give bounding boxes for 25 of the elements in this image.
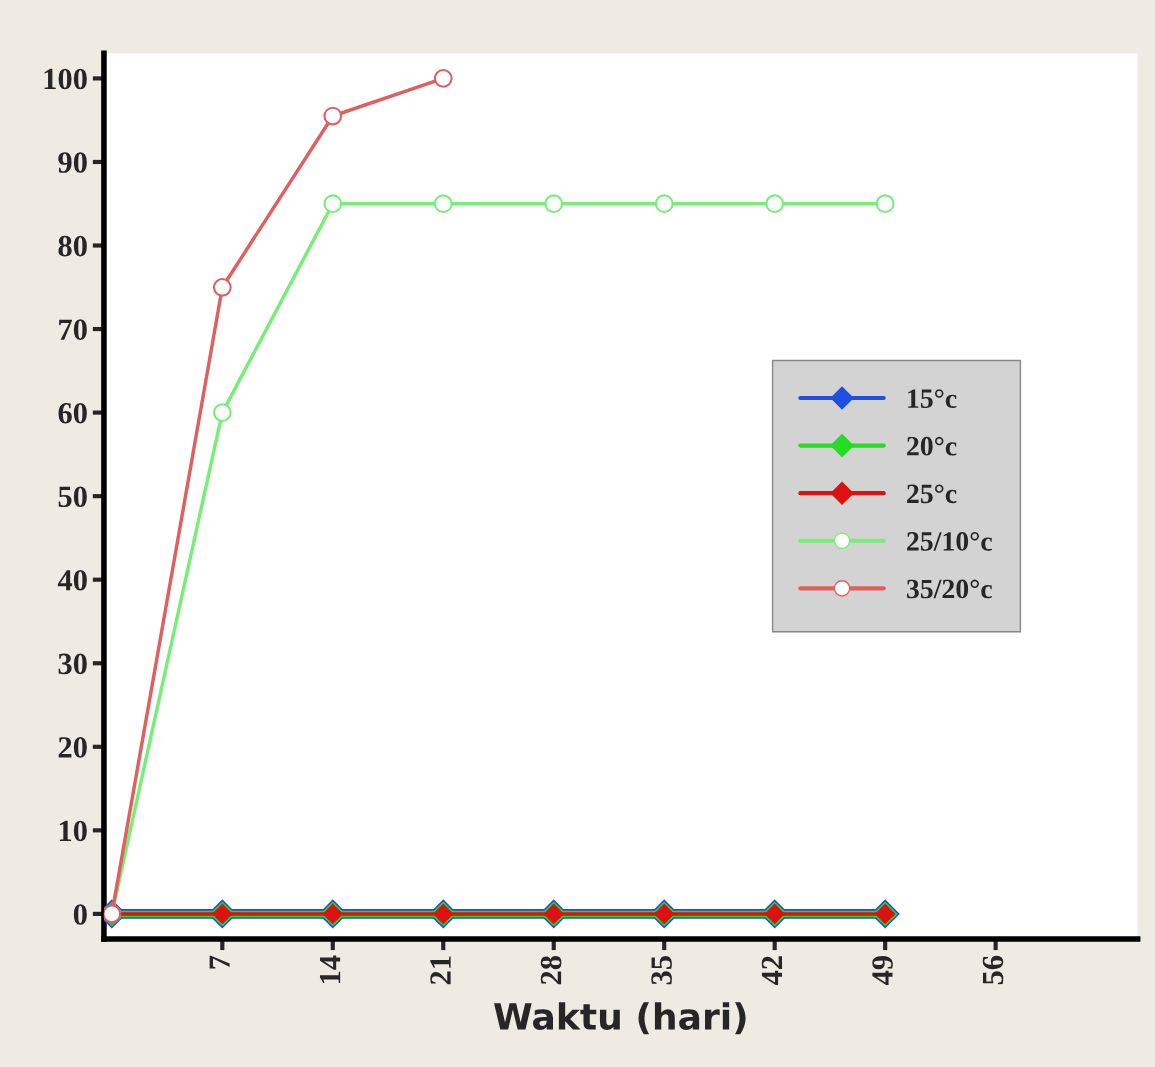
x-tick-label: 42: [761, 956, 783, 986]
x-tick-label: 14: [319, 955, 341, 984]
y-tick-label: 70: [59, 319, 87, 340]
y-tick-label: 100: [44, 68, 87, 90]
y-tick-label: 30: [58, 653, 87, 675]
legend-label: 20°c: [907, 436, 957, 456]
x-tick-label: 56: [982, 955, 1004, 985]
y-tick-label: 0: [73, 904, 87, 925]
y-tick-label: 80: [58, 235, 87, 257]
legend-label: 25/10°c: [907, 532, 992, 551]
legend-label: 25°c: [907, 484, 957, 504]
y-tick-label: 40: [57, 569, 87, 591]
x-tick-label: 7: [209, 955, 230, 969]
x-tick-label: 28: [540, 955, 562, 985]
x-tick-label: 35: [651, 956, 672, 985]
y-tick-label: 90: [58, 152, 87, 173]
y-tick-label: 60: [58, 402, 87, 424]
legend-label: 15°c: [908, 389, 957, 409]
y-tick-label: 20: [58, 737, 87, 758]
y-tick-label: 10: [59, 820, 87, 842]
x-tick-label: 21: [430, 956, 451, 985]
legend-label: 35/20°c: [906, 579, 992, 599]
y-tick-label: 50: [58, 486, 87, 508]
x-axis-title: Waktu (hari): [494, 1002, 746, 1035]
x-tick-label: 49: [872, 956, 893, 986]
